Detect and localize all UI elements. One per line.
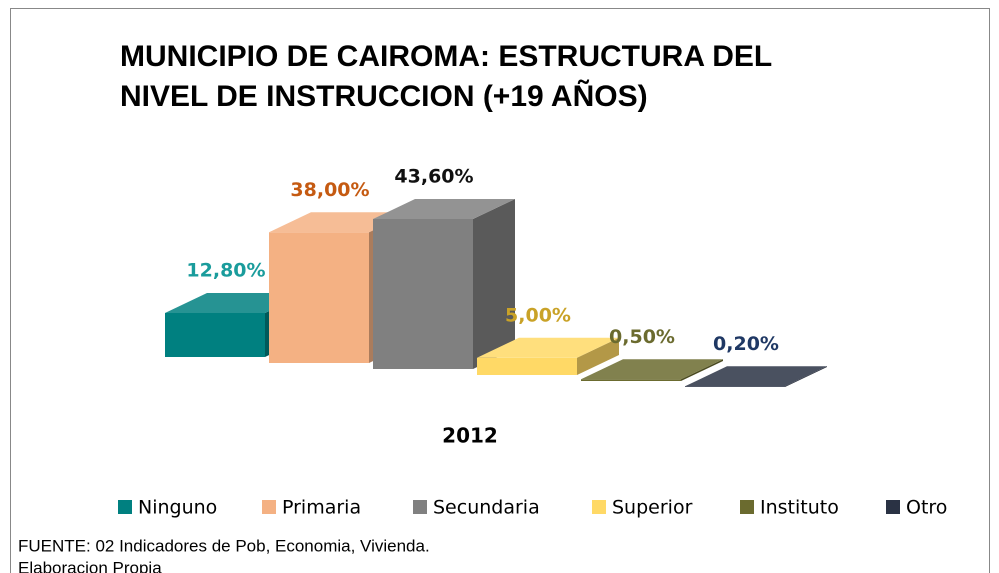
data-label: 43,60%	[394, 166, 473, 188]
bar-top	[581, 359, 723, 380]
legend-swatch	[118, 500, 132, 514]
bar-front	[581, 379, 681, 381]
bar-front	[373, 219, 473, 369]
chart-title: NIVEL DE INSTRUCCION (+19 AÑOS)	[120, 79, 648, 113]
data-label: 0,20%	[713, 333, 779, 355]
data-label: 38,00%	[290, 179, 369, 201]
bar-side	[785, 366, 827, 387]
legend-label: Secundaria	[433, 497, 540, 519]
data-label: 5,00%	[505, 304, 571, 326]
bar-front	[477, 357, 577, 375]
bar-front	[685, 386, 785, 387]
bar-front	[165, 312, 265, 357]
bar-side	[473, 199, 515, 369]
legend-label: Instituto	[760, 497, 839, 519]
legend-label: Ninguno	[138, 497, 217, 519]
source-note: Elaboracion Propia	[18, 558, 162, 573]
bar-top	[685, 366, 827, 387]
bar-top	[477, 337, 619, 358]
source-note: FUENTE: 02 Indicadores de Pob, Economia,…	[18, 536, 430, 555]
legend-label: Primaria	[282, 497, 361, 519]
legend-label: Superior	[612, 497, 693, 519]
bar-front	[269, 232, 369, 363]
category-label: 2012	[442, 424, 498, 448]
legend-swatch	[592, 500, 606, 514]
legend-label: Otro	[906, 497, 947, 519]
bar-side	[681, 359, 723, 381]
legend-swatch	[740, 500, 754, 514]
bar-side	[577, 337, 619, 375]
bar-top	[373, 199, 515, 219]
chart-title: MUNICIPIO DE CAIROMA: ESTRUCTURA DEL	[120, 40, 772, 73]
legend-swatch	[413, 500, 427, 514]
legend-swatch	[262, 500, 276, 514]
data-label: 0,50%	[609, 326, 675, 348]
legend-swatch	[886, 500, 900, 514]
data-label: 12,80%	[186, 259, 265, 281]
